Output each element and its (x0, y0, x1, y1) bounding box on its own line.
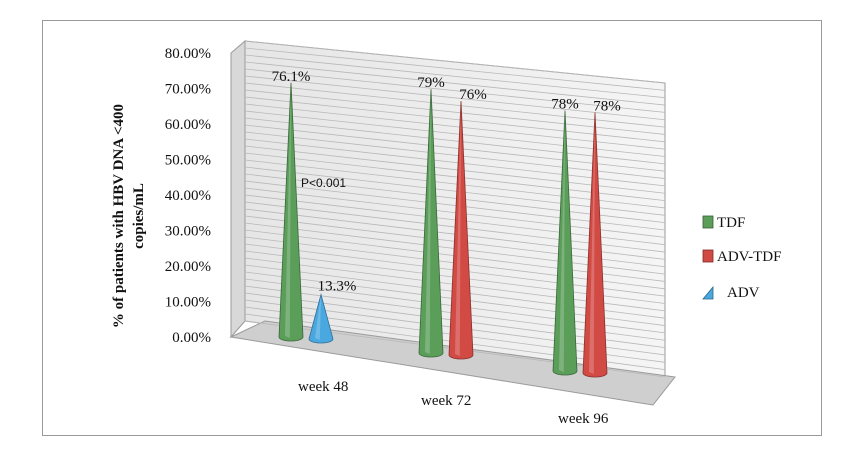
side-wall (230, 39, 246, 339)
cone-highlight (559, 110, 565, 372)
y-axis-title-line2: copies/mL (131, 183, 147, 249)
cone-adv-tdf-week-96 (582, 112, 608, 378)
data-label: 13.3% (318, 279, 357, 295)
gridline (244, 40, 666, 84)
y-tick-label: 30.00% (165, 224, 211, 240)
legend-label: ADV-TDF (717, 249, 781, 265)
gridline (244, 75, 666, 121)
y-tick-label: 20.00% (165, 259, 211, 275)
y-axis-ticks: 0.00% 10.00% 20.00% 30.00% 40.00% 50.00% 60.00… (165, 46, 211, 346)
gridline (244, 61, 666, 106)
cone-highlight (285, 82, 291, 338)
cone-tdf-week-72 (418, 89, 444, 358)
data-label: 79% (417, 75, 445, 91)
gridline (244, 47, 666, 91)
legend-swatch (702, 215, 714, 229)
cone-adv-week-48 (308, 293, 334, 344)
cone-highlight (589, 112, 595, 374)
cones (278, 82, 608, 378)
cone-highlight (425, 89, 431, 354)
y-axis-title-line1: % of patients with HBV DNA <400 (111, 104, 127, 328)
gridline (244, 68, 666, 113)
legend-label: TDF (717, 215, 745, 231)
gridline (244, 54, 666, 99)
category-label: week 72 (421, 393, 471, 409)
cone-highlight (315, 294, 321, 340)
cone-tdf-week-48 (278, 82, 304, 342)
category-label: week 96 (558, 411, 609, 427)
floor (229, 320, 676, 406)
cone-tdf-week-96 (552, 110, 578, 376)
data-label: 78% (593, 98, 621, 114)
chart-svg: 0.00% 10.00% 20.00% 30.00% 40.00% 50.00% 60.00… (111, 39, 781, 427)
data-label: 76% (459, 87, 487, 103)
data-label: 76.1% (272, 69, 311, 85)
y-tick-label: 0.00% (172, 330, 211, 346)
p-value-annotation: P<0.001 (301, 176, 346, 190)
y-tick-label: 70.00% (165, 82, 211, 98)
category-labels: week 48 week 72 week 96 (298, 379, 609, 427)
y-tick-label: 60.00% (165, 117, 211, 133)
cone-highlight (455, 101, 461, 356)
y-tick-label: 40.00% (165, 188, 211, 204)
cone-adv-tdf-week-72 (448, 101, 474, 360)
data-label: 78% (551, 96, 579, 112)
y-tick-label: 10.00% (165, 295, 211, 311)
chart-frame: 0.00% 10.00% 20.00% 30.00% 40.00% 50.00% 60.00… (42, 20, 822, 436)
legend-swatch (702, 249, 714, 263)
legend-swatch (702, 285, 714, 300)
y-axis-title: % of patients with HBV DNA <400 copies/m… (111, 104, 147, 328)
data-labels: 76.1% 13.3% 79% 76% 78% 78% (272, 69, 621, 295)
legend: TDF ADV-TDF ADV (702, 215, 781, 301)
category-label: week 48 (298, 379, 348, 395)
y-tick-label: 50.00% (165, 153, 211, 169)
legend-label: ADV (727, 285, 760, 301)
y-tick-label: 80.00% (165, 46, 211, 62)
